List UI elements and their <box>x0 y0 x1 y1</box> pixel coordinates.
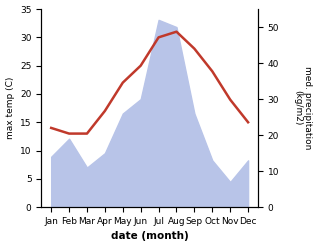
Y-axis label: med. precipitation
(kg/m2): med. precipitation (kg/m2) <box>293 66 313 150</box>
Y-axis label: max temp (C): max temp (C) <box>5 77 15 139</box>
X-axis label: date (month): date (month) <box>111 231 189 242</box>
